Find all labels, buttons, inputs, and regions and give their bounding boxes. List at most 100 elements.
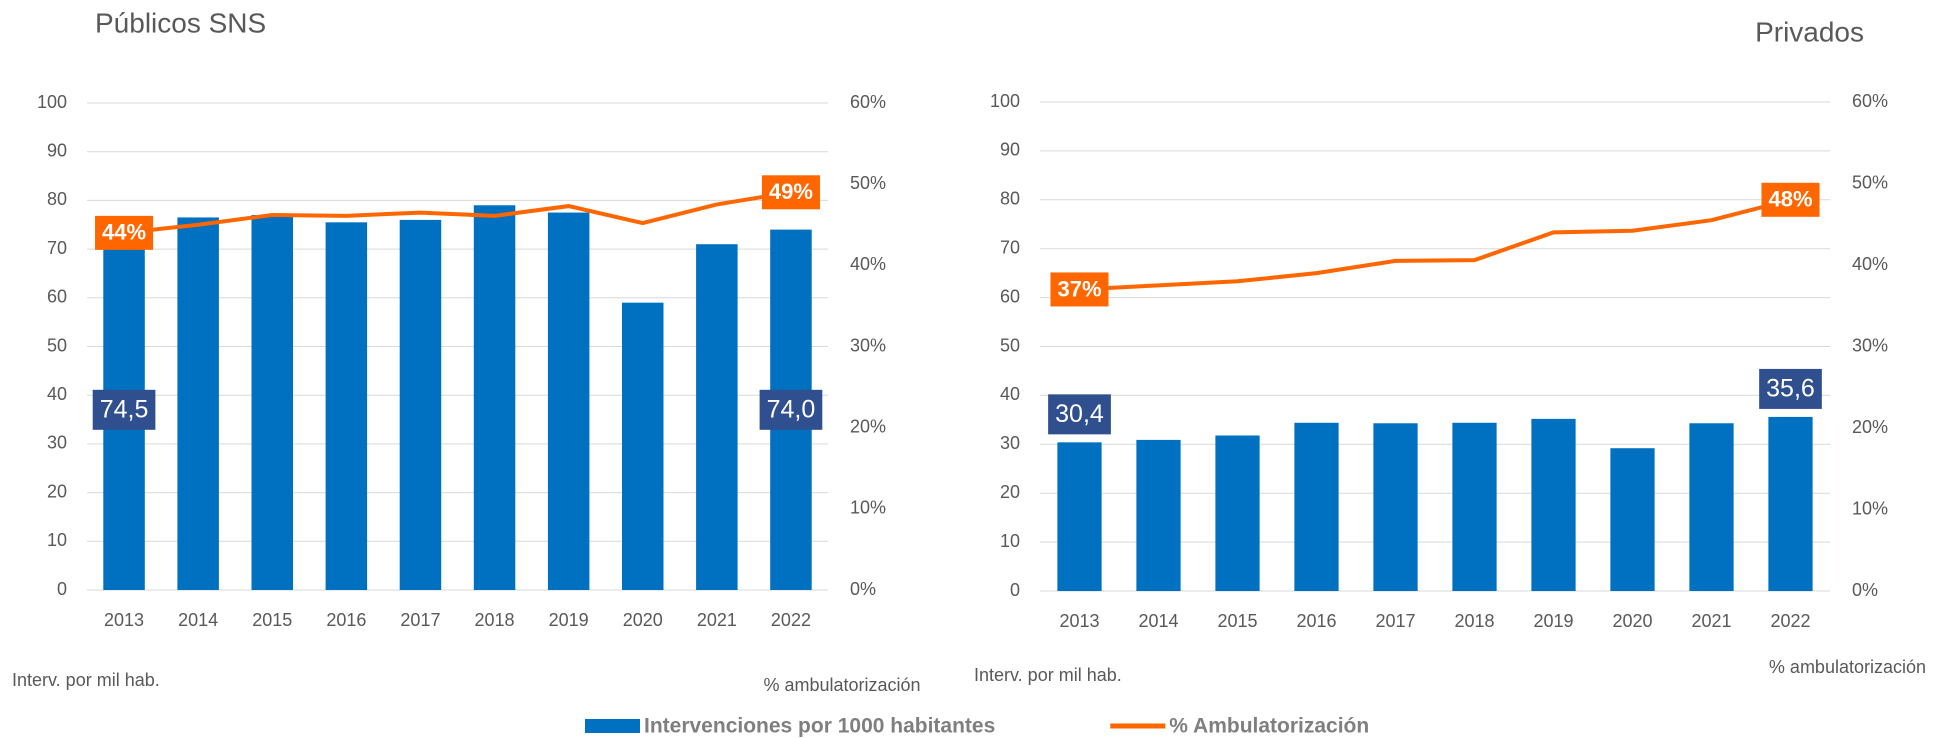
y2-tick-label: 60% (850, 92, 886, 112)
y-tick-label: 10 (47, 530, 67, 550)
y-tick-label: 0 (57, 579, 67, 599)
y-tick-label: 70 (1000, 237, 1020, 257)
bar (473, 205, 516, 590)
data-label-box (1050, 272, 1109, 307)
chart-title: Públicos SNS (95, 7, 266, 38)
bar (696, 244, 738, 591)
y-tick-label: 60 (47, 287, 67, 307)
data-label-box (1759, 368, 1822, 409)
data-label: 49% (769, 179, 813, 204)
line-series (1079, 197, 1791, 292)
y2-axis-label: % ambulatorización (763, 675, 920, 695)
x-tick-label: 2016 (326, 610, 366, 630)
data-label-box (761, 175, 820, 210)
bar (1452, 422, 1497, 591)
data-label: 48% (1768, 187, 1812, 212)
y2-tick-label: 30% (850, 335, 886, 355)
x-tick-label: 2019 (549, 610, 589, 630)
y-axis-label: Interv. por mil hab. (974, 665, 1122, 685)
data-label-box (1048, 394, 1111, 435)
data-label: 37% (1057, 276, 1101, 301)
y2-tick-label: 50% (1852, 172, 1888, 192)
y-tick-label: 0 (1010, 580, 1020, 600)
x-tick-label: 2017 (1375, 611, 1415, 631)
x-tick-label: 2016 (1296, 611, 1336, 631)
bar (1373, 423, 1418, 591)
x-tick-label: 2019 (1533, 611, 1573, 631)
y-tick-label: 30 (47, 433, 67, 453)
bar (1768, 416, 1813, 591)
y-tick-label: 10 (1000, 531, 1020, 551)
data-label-box (95, 215, 154, 250)
bar (251, 215, 293, 590)
data-label-box (92, 389, 156, 430)
y2-tick-label: 0% (850, 579, 876, 599)
bar (1531, 418, 1576, 591)
y2-tick-label: 10% (850, 498, 886, 518)
x-tick-label: 2018 (475, 610, 515, 630)
data-label-box (1761, 182, 1820, 217)
bar (1136, 439, 1181, 591)
line-series (123, 190, 792, 235)
y-tick-label: 100 (37, 92, 67, 112)
y-tick-label: 60 (1000, 286, 1020, 306)
bar (1294, 422, 1339, 591)
x-tick-label: 2021 (1691, 611, 1731, 631)
data-label: 30,4 (1055, 400, 1104, 428)
y-tick-label: 80 (1000, 189, 1020, 209)
data-label-box (759, 389, 823, 430)
x-tick-label: 2014 (178, 610, 218, 630)
x-tick-label: 2022 (1770, 611, 1810, 631)
y-tick-label: 40 (47, 384, 67, 404)
legend-swatch (585, 719, 640, 733)
bar (547, 212, 590, 590)
x-tick-label: 2021 (697, 610, 737, 630)
bar (1610, 448, 1655, 591)
data-label: 74,5 (100, 395, 149, 423)
x-tick-label: 2020 (1612, 611, 1652, 631)
x-tick-label: 2020 (623, 610, 663, 630)
x-tick-label: 2017 (400, 610, 440, 630)
y2-tick-label: 20% (1852, 417, 1888, 437)
y-tick-label: 50 (1000, 335, 1020, 355)
x-tick-label: 2022 (771, 610, 811, 630)
chart-title: Privados (1755, 16, 1864, 47)
y2-tick-label: 10% (1852, 498, 1888, 518)
y-tick-label: 100 (990, 91, 1020, 111)
y-axis-label: Interv. por mil hab. (12, 670, 160, 690)
x-tick-label: 2013 (1059, 611, 1099, 631)
x-tick-label: 2013 (104, 610, 144, 630)
data-label: 74,0 (767, 395, 816, 423)
y-tick-label: 20 (1000, 482, 1020, 502)
y2-tick-label: 60% (1852, 91, 1888, 111)
legend-label: Intervenciones por 1000 habitantes (644, 715, 995, 738)
x-tick-label: 2014 (1138, 611, 1178, 631)
y2-tick-label: 50% (850, 173, 886, 193)
data-label: 44% (102, 220, 146, 245)
bar (1215, 435, 1260, 591)
bar (399, 219, 442, 590)
bar (1057, 442, 1102, 591)
x-tick-label: 2015 (1217, 611, 1257, 631)
bar (1689, 423, 1734, 591)
y-tick-label: 30 (1000, 433, 1020, 453)
bar (325, 222, 368, 590)
y-tick-label: 70 (47, 238, 67, 258)
y2-tick-label: 30% (1852, 335, 1888, 355)
bar (622, 302, 664, 590)
y2-tick-label: 20% (850, 416, 886, 436)
x-tick-label: 2018 (1454, 611, 1494, 631)
data-label: 35,6 (1766, 375, 1815, 403)
y-tick-label: 40 (1000, 384, 1020, 404)
y2-axis-label: % ambulatorización (1769, 657, 1926, 677)
x-tick-label: 2015 (252, 610, 292, 630)
legend-label: % Ambulatorización (1169, 715, 1369, 738)
y2-tick-label: 40% (1852, 254, 1888, 274)
y-tick-label: 20 (47, 481, 67, 501)
y-tick-label: 90 (1000, 140, 1020, 160)
y-tick-label: 80 (47, 189, 67, 209)
y-tick-label: 50 (47, 335, 67, 355)
y-tick-label: 90 (47, 140, 67, 160)
y2-tick-label: 0% (1852, 580, 1878, 600)
